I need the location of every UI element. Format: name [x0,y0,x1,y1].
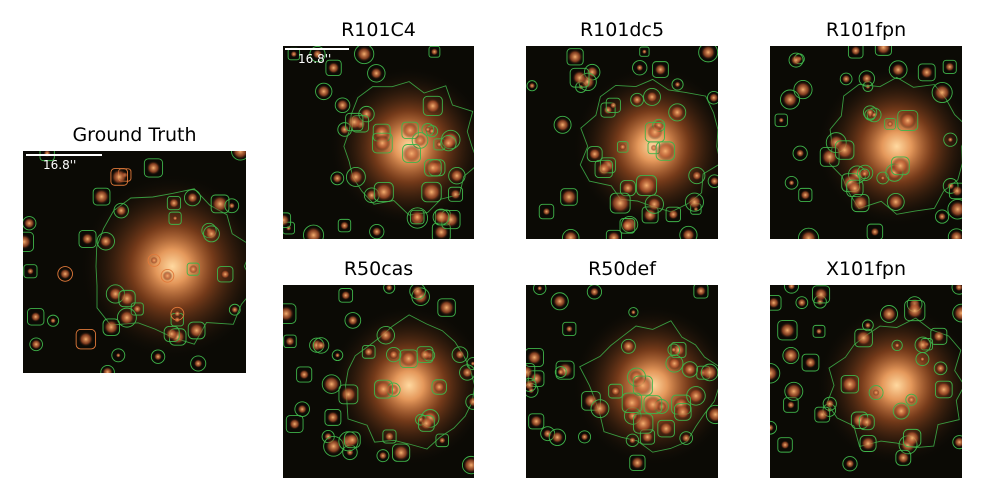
galaxy-render [23,151,246,373]
panel-ground-truth: Ground Truth 16.8'' [23,124,246,374]
scale-bar [285,48,349,50]
panel-r101dc5: R101dc5 [526,19,718,240]
scale-bar [26,154,102,156]
galaxy-render [526,46,718,239]
panel-title: R50def [588,258,656,280]
panel-r50def: R50def [526,258,718,479]
galaxy-render [283,285,474,478]
galaxy-image: 16.8'' [283,46,474,239]
panel-r101fpn: R101fpn [770,19,962,240]
panel-title: X101fpn [825,258,907,280]
panel-r50cas: R50cas [283,258,474,479]
panel-title: R50cas [343,258,414,280]
panel-title: Ground Truth [72,124,197,146]
panel-x101fpn: X101fpn [770,258,962,479]
panel-title: R101fpn [825,19,907,41]
galaxy-render [770,46,962,239]
galaxy-render [770,285,962,478]
galaxy-image: 16.8'' [23,151,246,373]
scale-bar-label: 16.8'' [298,52,332,66]
panel-title: R101C4 [341,19,416,41]
galaxy-image [526,285,718,478]
panel-title: R101dc5 [579,19,665,41]
galaxy-image [526,46,718,239]
galaxy-image [283,285,474,478]
galaxy-render [526,285,718,478]
scale-bar-label: 16.8'' [43,158,77,172]
galaxy-render [283,46,474,239]
galaxy-image [770,285,962,478]
galaxy-image [770,46,962,239]
panel-r101c4: R101C4 16.8'' [283,19,474,240]
